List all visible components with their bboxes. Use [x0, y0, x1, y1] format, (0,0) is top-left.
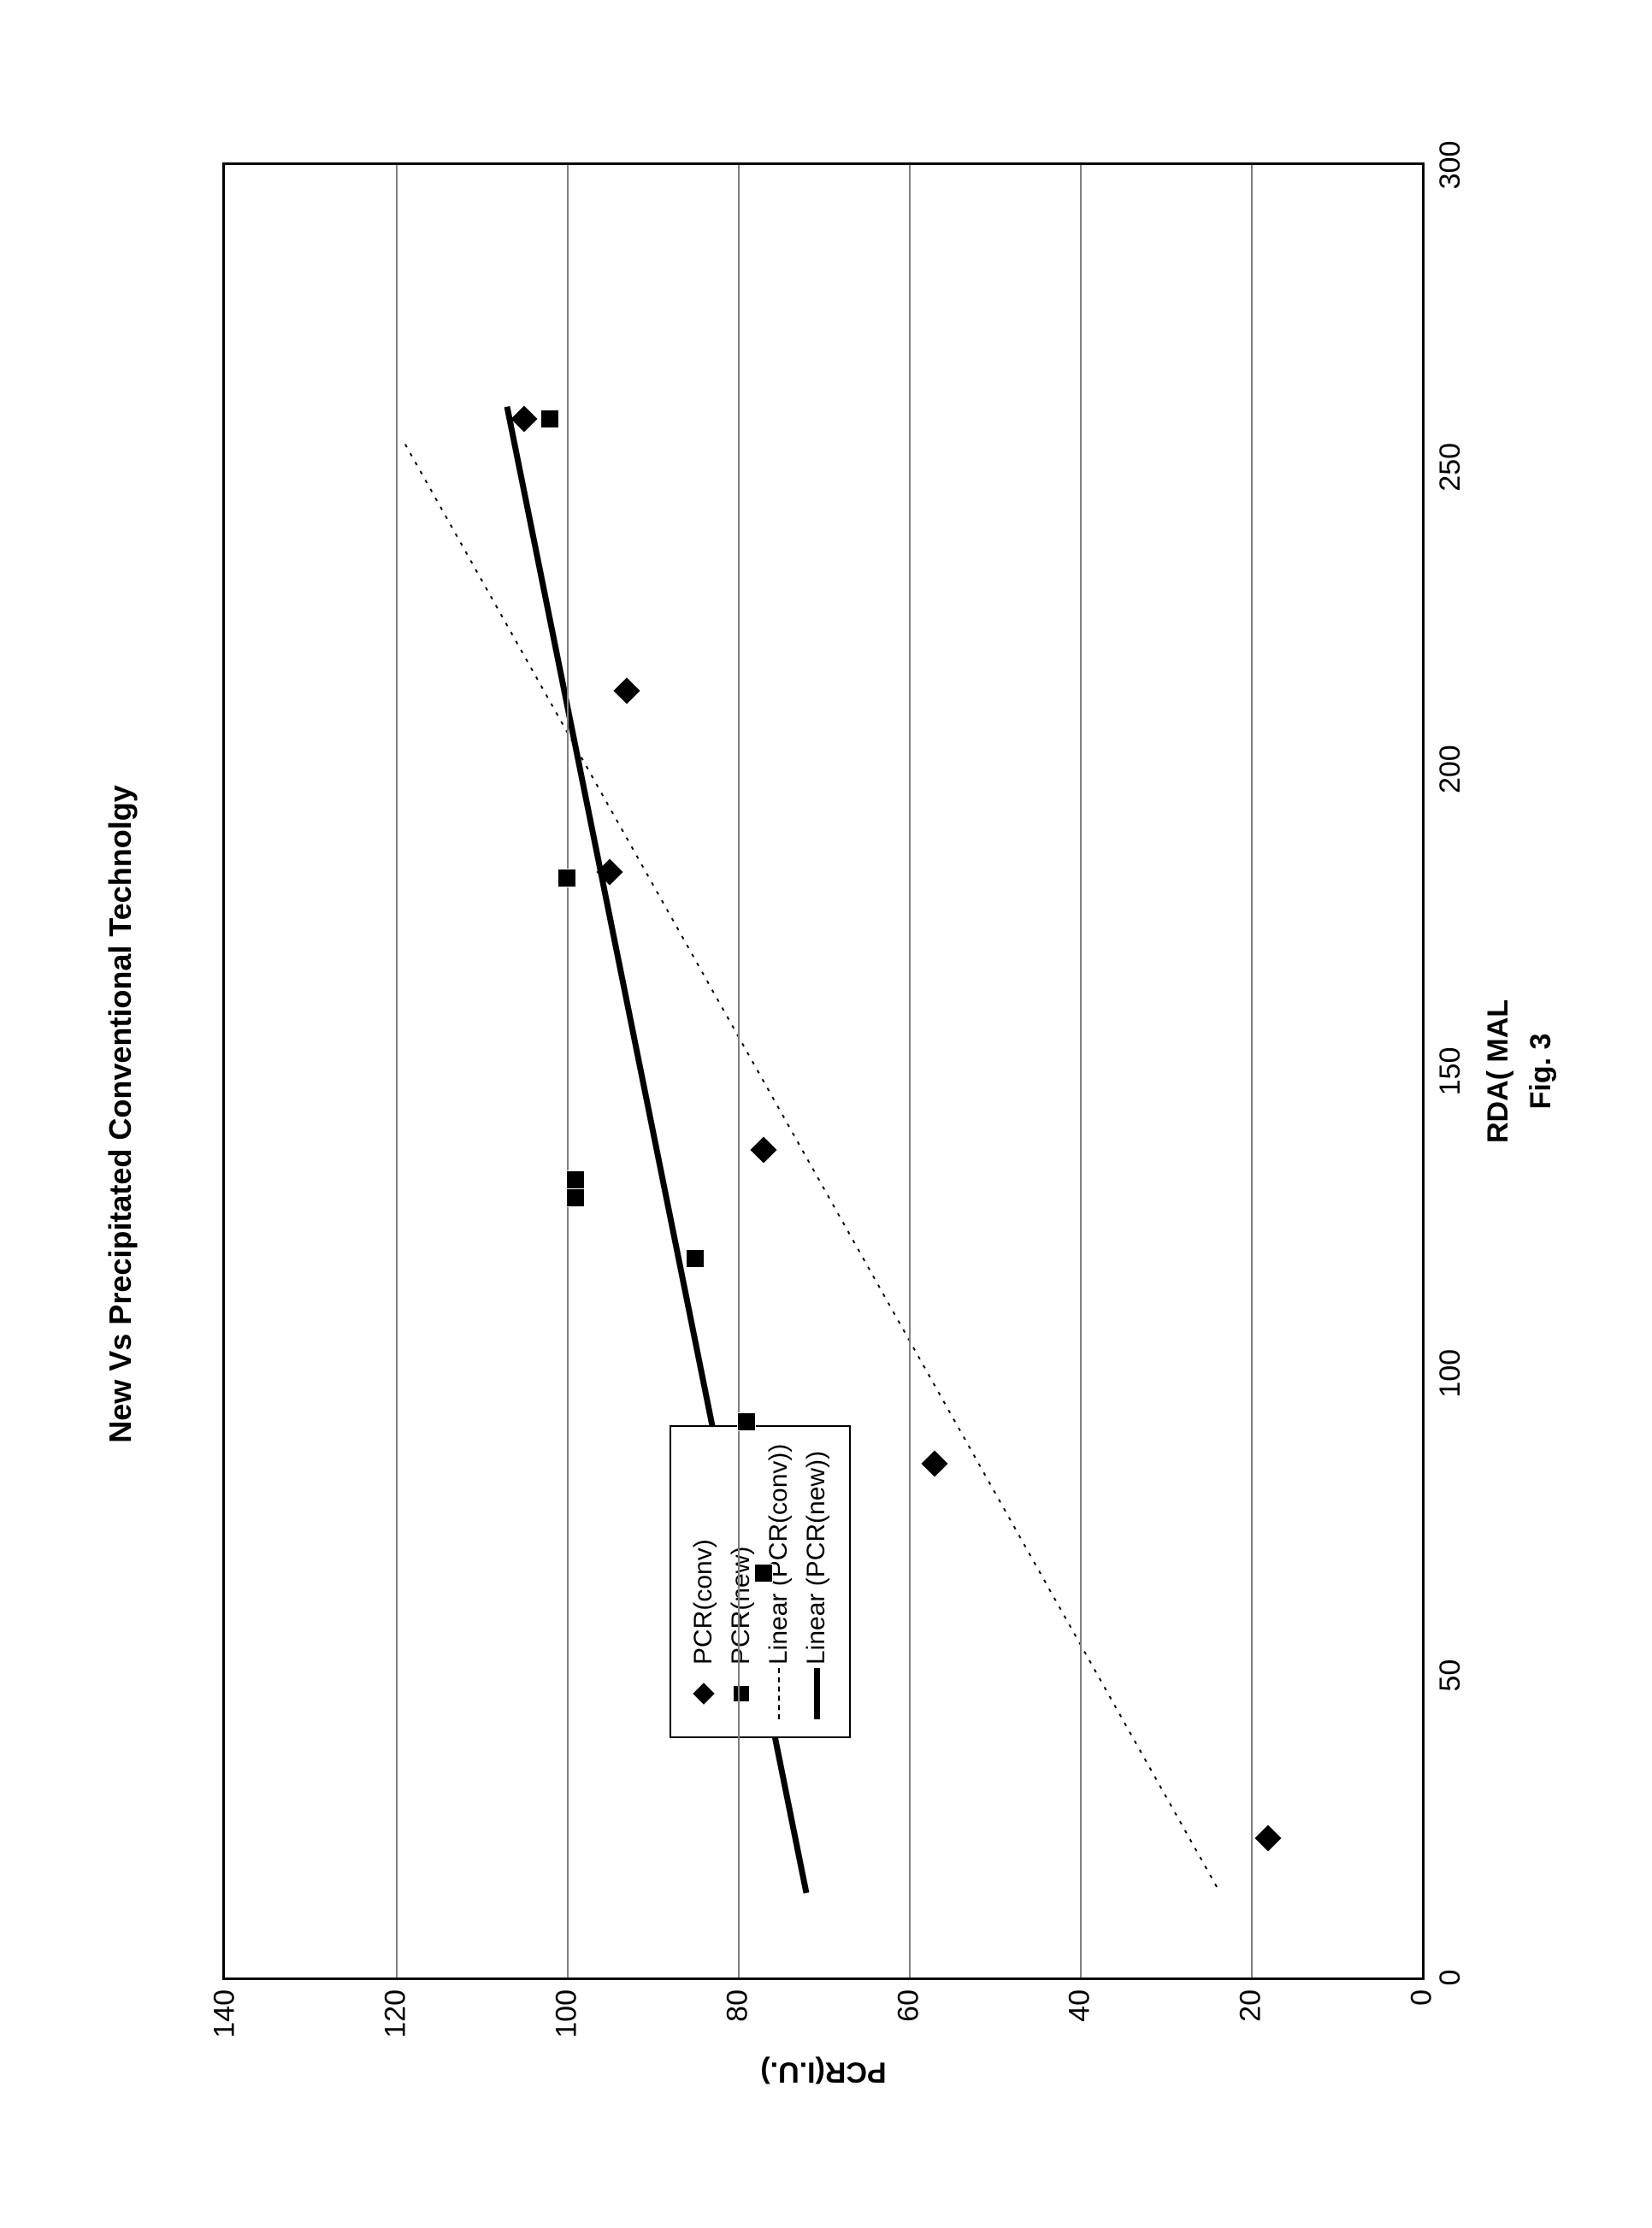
y-tick-label: 20 [1235, 1977, 1268, 2022]
x-tick-label: 300 [1422, 141, 1467, 190]
legend-label: Linear (PCR(conv)) [764, 1444, 794, 1665]
data-point-square [566, 1188, 585, 1207]
gridline [1251, 165, 1253, 1977]
x-tick-label: 50 [1422, 1659, 1467, 1692]
x-tick-label: 0 [1422, 1970, 1467, 1986]
data-point-square [558, 869, 576, 887]
data-point-square [540, 410, 559, 428]
y-axis-label: PCR(I.U.) [760, 2055, 886, 2089]
data-point-square [754, 1564, 773, 1583]
y-tick-label: 120 [380, 1977, 413, 2038]
x-tick-label: 100 [1422, 1349, 1467, 1398]
gridline [396, 165, 398, 1977]
plot-area: PCR(I.U.) RDA( MAL Fig. 3 PCR(conv)PCR(n… [222, 162, 1425, 1980]
legend-label: PCR(new) [727, 1547, 756, 1665]
gridline [909, 165, 911, 1977]
x-tick-label: 250 [1422, 443, 1467, 492]
data-point-square [737, 1412, 756, 1431]
legend-item: Linear (PCR(conv)) [760, 1444, 798, 1723]
data-point-square [686, 1249, 705, 1268]
figure-caption: Fig. 3 [1525, 1034, 1558, 1110]
chart-container: New Vs Precipitated Conventional Technol… [0, 0, 1652, 2228]
legend-label: PCR(conv) [689, 1539, 718, 1665]
gridline [567, 165, 569, 1977]
y-tick-label: 40 [1064, 1977, 1097, 2022]
diamond-icon [688, 1665, 719, 1723]
legend-item: PCR(new) [723, 1444, 760, 1723]
legend-label: Linear (PCR(new)) [802, 1451, 831, 1665]
y-tick-label: 80 [722, 1977, 755, 2022]
y-tick-label: 60 [893, 1977, 926, 2022]
x-tick-label: 150 [1422, 1047, 1467, 1096]
gridline [738, 165, 740, 1977]
dashed-line-icon [764, 1665, 794, 1723]
solid-line-icon [801, 1665, 832, 1723]
data-point-square [566, 1170, 585, 1189]
y-tick-label: 140 [209, 1977, 242, 2038]
x-axis-label: RDA( MAL [1482, 999, 1515, 1143]
gridline [1080, 165, 1082, 1977]
chart-title: New Vs Precipitated Conventional Technol… [103, 0, 139, 2228]
square-icon [726, 1665, 757, 1723]
legend-item: Linear (PCR(new)) [798, 1444, 835, 1723]
y-tick-label: 100 [551, 1977, 584, 2038]
legend-item: PCR(conv) [685, 1444, 723, 1723]
x-tick-label: 200 [1422, 745, 1467, 793]
